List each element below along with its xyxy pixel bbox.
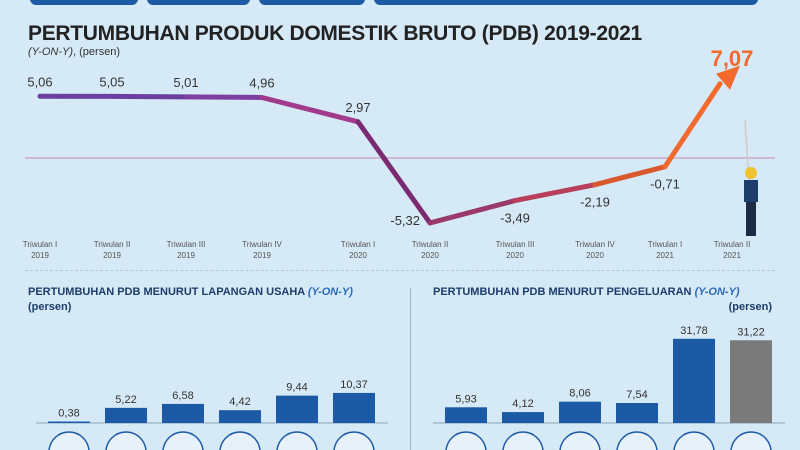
data-label: 4,96 bbox=[249, 75, 274, 90]
chart-title: PERTUMBUHAN PRODUK DOMESTIK BRUTO (PDB) … bbox=[28, 22, 642, 45]
construction-icon bbox=[219, 431, 261, 450]
bar-value-label: 9,44 bbox=[286, 382, 307, 394]
bar-value-label: 8,06 bbox=[569, 388, 590, 400]
bar-value-label: 7,54 bbox=[626, 389, 647, 401]
right-section-title: PERTUMBUHAN PDB MENURUT PENGELUARAN (Y-O… bbox=[433, 286, 740, 298]
x-tick-year: 2021 bbox=[656, 251, 674, 260]
bar-value-label: 4,12 bbox=[512, 398, 533, 410]
data-label: -5,32 bbox=[390, 213, 420, 228]
bar bbox=[48, 421, 90, 423]
bar-value-label: 5,93 bbox=[455, 393, 476, 405]
bar bbox=[105, 407, 147, 423]
chart-subtitle: (Y-ON-Y), (persen) bbox=[28, 46, 120, 58]
manufacturing-icon bbox=[162, 431, 204, 450]
worker-icon bbox=[744, 180, 758, 202]
bar-value-label: 6,58 bbox=[172, 390, 193, 402]
x-tick-year: 2019 bbox=[253, 251, 271, 260]
data-label: -2,19 bbox=[580, 195, 610, 210]
data-label: 7,07 bbox=[711, 46, 754, 71]
right-unit: (persen) bbox=[728, 301, 772, 313]
nonprofit-institution-icon bbox=[502, 431, 544, 450]
bar-value-label: 4,42 bbox=[229, 396, 250, 408]
worker-helmet bbox=[745, 167, 757, 179]
bar-value-label: 5,22 bbox=[115, 394, 136, 406]
x-tick-year: 2019 bbox=[177, 251, 195, 260]
bar bbox=[673, 338, 715, 423]
left-title-yoy: (Y-ON-Y) bbox=[307, 286, 353, 298]
bar-value-label: 10,37 bbox=[340, 379, 368, 391]
bar bbox=[219, 410, 261, 423]
trade-icon bbox=[276, 431, 318, 450]
line-segment bbox=[259, 94, 361, 125]
bar bbox=[616, 403, 658, 423]
right-title-text: PERTUMBUHAN PDB MENURUT PENGELUARAN bbox=[433, 286, 695, 298]
bar bbox=[730, 340, 772, 423]
bar bbox=[276, 395, 318, 423]
x-tick-year: 2020 bbox=[421, 251, 439, 260]
x-tick-label: Triwulan I bbox=[23, 240, 57, 249]
right-title-yoy: (Y-ON-Y) bbox=[694, 286, 740, 298]
import-icon bbox=[730, 431, 772, 450]
data-label: 5,06 bbox=[27, 74, 52, 89]
x-tick-label: Triwulan II bbox=[94, 240, 131, 249]
household-consumption-icon bbox=[445, 431, 487, 450]
x-tick-label: Triwulan I bbox=[341, 240, 375, 249]
x-tick-label: Triwulan III bbox=[167, 240, 206, 249]
x-tick-label: Triwulan IV bbox=[575, 240, 615, 249]
section-divider bbox=[25, 270, 775, 271]
bar bbox=[333, 392, 375, 423]
x-tick-year: 2020 bbox=[586, 251, 604, 260]
x-tick-year: 2020 bbox=[506, 251, 524, 260]
agriculture-icon bbox=[48, 431, 90, 450]
x-tick-year: 2020 bbox=[349, 251, 367, 260]
subtitle-yoy: (Y-ON-Y) bbox=[28, 46, 74, 58]
data-label: -0,71 bbox=[650, 177, 680, 192]
x-tick-label: Triwulan III bbox=[496, 240, 535, 249]
x-tick-label: Triwulan II bbox=[714, 240, 751, 249]
line-segment bbox=[512, 182, 598, 204]
data-label: -3,49 bbox=[500, 211, 530, 226]
x-tick-year: 2019 bbox=[31, 251, 49, 260]
line-segment bbox=[183, 94, 265, 100]
arrow-head bbox=[716, 65, 740, 90]
other-icon bbox=[333, 431, 375, 450]
government-icon bbox=[559, 431, 601, 450]
bar bbox=[162, 403, 204, 423]
subtitle-unit: , (persen) bbox=[73, 46, 121, 58]
x-tick-label: Triwulan I bbox=[648, 240, 682, 249]
top-tab[interactable] bbox=[147, 0, 250, 5]
line-segment bbox=[355, 119, 433, 226]
left-unit: (persen) bbox=[28, 301, 72, 313]
left-title-text: PERTUMBUHAN PDB MENURUT LAPANGAN USAHA bbox=[28, 286, 308, 298]
x-tick-year: 2021 bbox=[723, 251, 741, 260]
bar bbox=[559, 401, 601, 423]
bar bbox=[502, 412, 544, 423]
worker-legs bbox=[746, 202, 756, 236]
x-tick-label: Triwulan IV bbox=[242, 240, 282, 249]
bar-value-label: 31,78 bbox=[680, 325, 708, 337]
x-tick-year: 2019 bbox=[103, 251, 121, 260]
vertical-divider bbox=[410, 288, 411, 450]
top-tab[interactable] bbox=[30, 0, 138, 5]
line-segment bbox=[427, 198, 518, 226]
bar-value-label: 0,38 bbox=[58, 408, 79, 420]
export-icon bbox=[673, 431, 715, 450]
mining-icon bbox=[105, 431, 147, 450]
left-section-title: PERTUMBUHAN PDB MENURUT LAPANGAN USAHA (… bbox=[28, 286, 353, 298]
top-tab[interactable] bbox=[374, 0, 758, 5]
bar bbox=[445, 407, 487, 423]
bar-value-label: 31,22 bbox=[737, 326, 765, 338]
top-tab[interactable] bbox=[259, 0, 365, 5]
data-label: 5,05 bbox=[99, 74, 124, 89]
line-segment bbox=[662, 81, 723, 170]
x-tick-label: Triwulan II bbox=[412, 240, 449, 249]
investment-icon bbox=[616, 431, 658, 450]
data-label: 5,01 bbox=[173, 75, 198, 90]
data-label: 2,97 bbox=[345, 100, 370, 115]
line-segment bbox=[592, 164, 668, 188]
